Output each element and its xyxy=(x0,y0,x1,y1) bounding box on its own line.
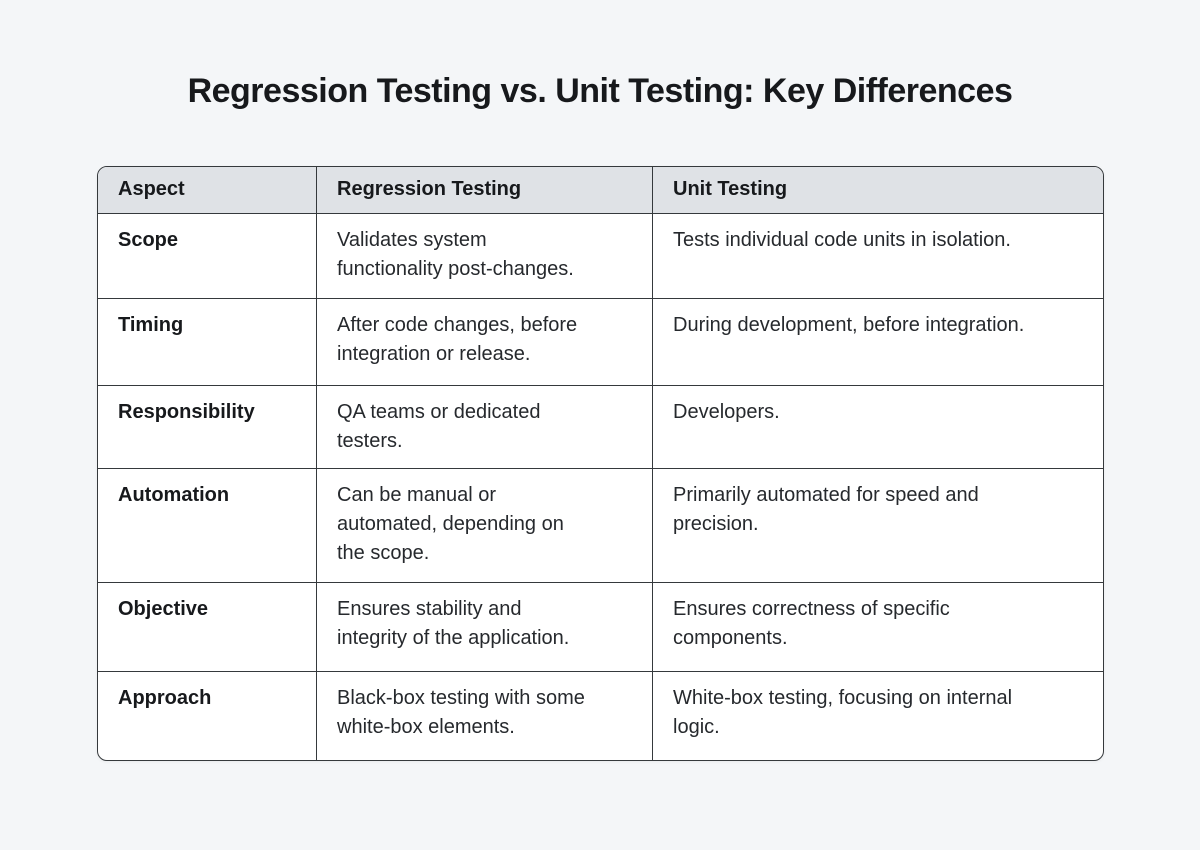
header-cell-unit-testing: Unit Testing xyxy=(673,178,788,200)
comparison-table: Aspect Regression Testing Unit Testing S… xyxy=(97,166,1104,761)
table-row-approach: Approach Black-box testing with some whi… xyxy=(98,672,1103,760)
unit-cell: Developers. xyxy=(673,401,780,423)
regression-cell: QA teams or dedicated testers. xyxy=(317,386,653,468)
unit-cell: Primarily automated for speed and precis… xyxy=(673,484,979,535)
table-row-objective: Objective Ensures stability and integrit… xyxy=(98,583,1103,672)
aspect-label: Objective xyxy=(98,583,317,671)
header-cell-regression-testing: Regression Testing xyxy=(317,167,653,213)
table-row-automation: Automation Can be manual or automated, d… xyxy=(98,469,1103,583)
page-title: Regression Testing vs. Unit Testing: Key… xyxy=(187,72,1013,110)
regression-cell: Can be manual or automated, depending on… xyxy=(317,469,653,582)
unit-cell: Ensures correctness of specific componen… xyxy=(673,598,950,649)
unit-cell: During development, before integration. xyxy=(673,314,1025,336)
unit-cell: Tests individual code units in isolation… xyxy=(673,229,1011,251)
unit-cell: White-box testing, focusing on internal … xyxy=(673,687,1013,738)
table-row-scope: Scope Validates system functionality pos… xyxy=(98,214,1103,299)
aspect-label: Automation xyxy=(98,469,317,582)
aspect-label: Approach xyxy=(98,672,317,760)
header-cell-aspect: Aspect xyxy=(98,167,317,213)
aspect-label: Responsibility xyxy=(98,386,317,468)
aspect-label: Timing xyxy=(98,299,317,385)
table-header-row: Aspect Regression Testing Unit Testing xyxy=(98,167,1103,214)
table-row-responsibility: Responsibility QA teams or dedicated tes… xyxy=(98,386,1103,469)
regression-cell: After code changes, before integration o… xyxy=(317,299,653,385)
regression-cell: Black-box testing with some white-box el… xyxy=(317,672,653,760)
regression-cell: Validates system functionality post-chan… xyxy=(317,214,653,298)
regression-cell: Ensures stability and integrity of the a… xyxy=(317,583,653,671)
aspect-label: Scope xyxy=(98,214,317,298)
table-row-timing: Timing After code changes, before integr… xyxy=(98,299,1103,386)
